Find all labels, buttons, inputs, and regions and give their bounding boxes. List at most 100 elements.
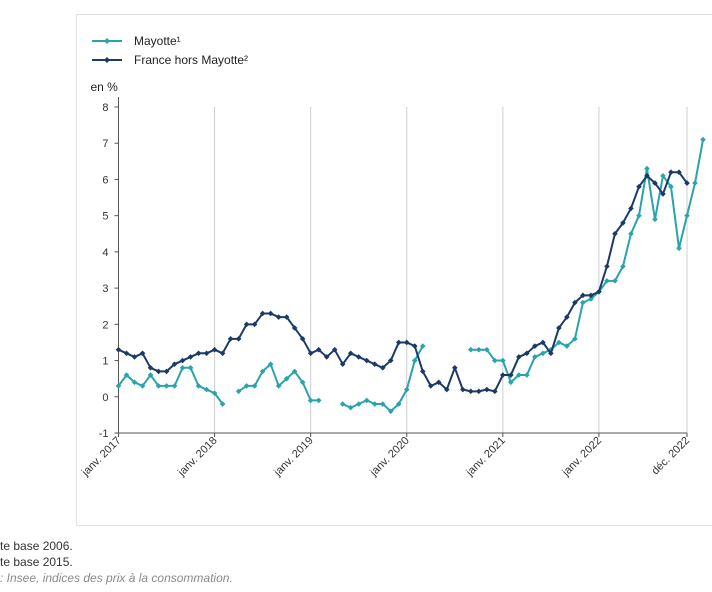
data-point: [403, 386, 410, 393]
axis-layer: -1 0 1 2 3 4 5 6 7 8 en % janv. 2017 janv. 2018 janv.…: [79, 80, 692, 479]
data-point: [211, 390, 218, 396]
data-point: [556, 339, 562, 346]
data-point: [564, 314, 570, 320]
x-tick-label: déc. 2022: [649, 435, 692, 478]
y-tick-label: 3: [102, 283, 108, 295]
series-line: [117, 366, 224, 405]
series-france-hors-mayotte: [115, 169, 690, 395]
data-point: [355, 354, 362, 360]
data-point: [660, 191, 666, 197]
data-point: [339, 401, 346, 407]
y-tick-label: 0: [102, 392, 108, 404]
data-point: [131, 354, 138, 360]
data-point: [203, 386, 210, 393]
data-point: [636, 183, 642, 190]
x-tick-label: janv. 2021: [463, 435, 508, 480]
data-point: [451, 365, 458, 371]
data-point: [235, 336, 242, 342]
data-point: [187, 365, 194, 371]
data-point: [379, 365, 386, 371]
data-point: [492, 388, 498, 395]
data-point: [347, 404, 354, 411]
x-tick-label: janv. 2022: [560, 435, 605, 480]
data-point: [323, 354, 330, 360]
data-point: [227, 336, 234, 342]
y-tick-label: -1: [99, 428, 109, 440]
data-point: [243, 383, 250, 389]
data-point: [468, 346, 474, 353]
series-line: [470, 139, 704, 384]
data-point: [243, 321, 250, 328]
data-point: [435, 379, 442, 386]
data-point: [275, 383, 282, 389]
data-point: [500, 372, 506, 378]
note-2: te base 2015.: [0, 555, 73, 569]
data-point: [275, 314, 282, 320]
data-point: [628, 205, 634, 212]
data-point: [604, 278, 610, 284]
data-point: [516, 372, 522, 378]
data-point: [131, 379, 138, 386]
x-tick-label: janv. 2018: [175, 435, 220, 480]
data-point: [147, 365, 154, 371]
data-point: [339, 361, 346, 367]
data-point: [644, 165, 650, 172]
series-layer: [115, 136, 706, 415]
data-point: [684, 180, 690, 186]
data-point: [379, 401, 386, 407]
y-tick-label: 2: [102, 319, 108, 331]
data-point: [147, 372, 154, 378]
series-line: [118, 171, 688, 393]
y-tick-label: 7: [102, 138, 108, 150]
y-tick-label: 4: [102, 247, 108, 259]
data-point: [283, 375, 290, 382]
data-point: [652, 180, 658, 186]
data-point: [668, 183, 674, 190]
data-point: [291, 368, 298, 375]
data-point: [235, 388, 242, 395]
data-point: [572, 299, 578, 306]
note-1: te base 2006.: [0, 539, 73, 553]
data-point: [612, 230, 618, 237]
data-point: [476, 388, 482, 395]
data-point: [315, 397, 322, 404]
data-point: [540, 350, 546, 357]
y-tick-label: 6: [102, 174, 108, 186]
data-point: [564, 343, 570, 349]
data-point: [692, 180, 698, 186]
data-point: [468, 388, 474, 395]
data-point: [363, 397, 370, 404]
data-point: [556, 325, 562, 331]
data-point: [524, 350, 530, 357]
data-point: [532, 354, 538, 360]
data-point: [155, 383, 162, 389]
data-point: [532, 343, 538, 349]
data-point: [652, 216, 658, 223]
data-point: [500, 357, 506, 364]
data-point: [251, 321, 258, 328]
data-point: [411, 357, 418, 364]
data-point: [596, 288, 602, 295]
data-point: [371, 401, 378, 407]
data-point: [620, 263, 626, 270]
line-chart: -1 0 1 2 3 4 5 6 7 8 en % janv. 2017 janv. 2018 janv.…: [79, 34, 706, 479]
data-point: [259, 310, 266, 317]
legend-swatch-marker: [104, 38, 110, 44]
data-point: [267, 310, 274, 317]
legend-label: France hors Mayotte²: [134, 53, 248, 67]
data-point: [171, 383, 178, 389]
data-point: [219, 350, 226, 357]
data-point: [700, 136, 706, 143]
data-point: [115, 346, 122, 353]
data-point: [419, 368, 426, 375]
data-point: [612, 278, 618, 284]
data-point: [628, 230, 634, 237]
grid-layer: [214, 107, 688, 433]
y-tick-label: 1: [102, 356, 108, 368]
data-point: [395, 339, 402, 346]
data-point: [676, 245, 682, 252]
x-tick-label: janv. 2017: [79, 435, 124, 480]
data-point: [668, 169, 674, 175]
data-point: [179, 365, 186, 371]
data-point: [403, 339, 410, 346]
